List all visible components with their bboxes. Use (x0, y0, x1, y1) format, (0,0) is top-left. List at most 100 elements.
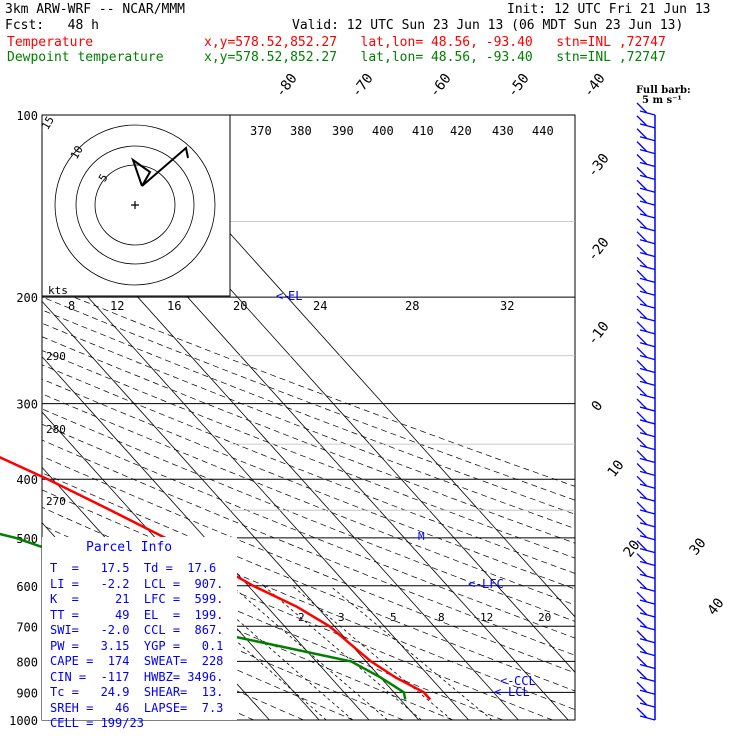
wind-barb (636, 591, 656, 605)
wind-barb (636, 398, 656, 412)
mixing-ratio-label: 20 (538, 611, 551, 624)
wind-barb (636, 269, 656, 283)
wind-barb (636, 565, 656, 580)
theta-label: 410 (412, 124, 434, 138)
temp-axis-label: -60 (427, 71, 455, 101)
wind-barb (636, 450, 656, 464)
valid-time: Valid: 12 UTC Sun 23 Jun 13 (06 MDT Sun … (292, 18, 684, 33)
hodograph-ring-label: 15 (39, 114, 57, 132)
mixing-ratio-label: 8 (438, 611, 445, 624)
dry-adiabat (42, 439, 575, 656)
wind-barb (636, 244, 656, 258)
temp-axis-label: -50 (505, 71, 533, 101)
parcel-info-row: CAPE = 174 SWEAT= 228 (50, 654, 224, 668)
theta-left-label: 290 (46, 350, 66, 363)
ccl-label: CCL (514, 674, 536, 688)
wind-barb (636, 707, 656, 721)
pressure-label: 300 (16, 398, 38, 412)
forecast-hour: Fcst: 48 h (5, 18, 99, 33)
theta-left-label: 280 (46, 423, 66, 436)
wind-barb (636, 231, 656, 245)
wind-barb (636, 282, 656, 296)
parcel-info-row: Tc = 24.9 SHEAR= 13. (50, 685, 224, 699)
temp-axis-label: -70 (349, 71, 377, 101)
dry-adiabat (42, 378, 575, 590)
wind-barb (636, 334, 656, 348)
temp-axis-label: -40 (581, 71, 609, 101)
wind-barb (636, 501, 656, 515)
theta-label: 390 (332, 124, 354, 138)
hodograph-ring-label: 10 (68, 143, 86, 161)
mixing-ratio-label: 3 (338, 611, 345, 624)
lcl-label: LCL (508, 685, 530, 699)
wind-barb (636, 553, 656, 567)
location-temperature: x,y=578.52,852.27 lat,lon= 48.56, -93.40… (204, 35, 666, 50)
el-marker: <- (276, 289, 290, 303)
dry-adiabat (42, 296, 575, 501)
parcel-info-row: TT = 49 EL = 199. (50, 607, 224, 622)
parcel-info-box (42, 537, 237, 720)
wind-barb (636, 308, 656, 322)
wind-barb (636, 656, 656, 670)
wind-barb (636, 372, 656, 386)
pressure-label: 800 (16, 655, 38, 669)
pressure-label: 400 (16, 473, 38, 487)
temp-axis-label: -20 (585, 235, 613, 265)
parcel-info-row: SWI= -2.0 CCL = 867. (50, 623, 224, 637)
wind-barb (636, 192, 656, 206)
isotherm (42, 245, 469, 720)
wind-barb (636, 604, 656, 618)
inset-axis-label: 24 (313, 299, 327, 313)
hodograph-trace (131, 146, 189, 187)
wind-barb (636, 488, 656, 502)
parcel-info-row: PW = 3.15 YGP = 0.1 (50, 638, 224, 653)
pressure-label: 900 (16, 686, 38, 700)
wind-barb (636, 681, 656, 695)
wind-barb (636, 694, 656, 708)
pressure-label: 700 (16, 620, 38, 634)
wind-barb (636, 115, 656, 129)
wind-barb (636, 295, 656, 309)
dewpoint-curve (0, 532, 407, 700)
parcel-info-panel: Parcel Info T = 17.5 Td = 17.6 LI = -2.2 … (50, 539, 223, 732)
temp-axis-label: -30 (585, 151, 613, 181)
theta-label: 380 (290, 124, 312, 138)
dewpoint-line (0, 532, 407, 700)
pressure-label: 100 (16, 109, 38, 123)
wind-barb (636, 437, 656, 451)
wind-barb (636, 578, 656, 592)
full-barb-unit: 5 m s⁻¹ (642, 95, 682, 106)
wind-barb (636, 411, 656, 425)
wind-barb (636, 462, 656, 477)
wind-barb (636, 205, 656, 219)
wind-barb (636, 141, 656, 155)
parcel-info-row: SREH = 46 LAPSE= 7.3 (50, 700, 224, 715)
m-marker: M (418, 530, 425, 543)
wind-barb (636, 527, 656, 541)
temperature-curve (0, 455, 432, 701)
parcel-info-row: K = 21 LFC = 599. (50, 592, 224, 606)
inset-axis-label: 32 (500, 299, 514, 313)
wind-barb (636, 102, 656, 116)
inset-axis-label: 28 (405, 299, 419, 313)
temp-axis-label: -80 (273, 71, 301, 101)
ccl-marker: <- (500, 674, 514, 688)
isotherm (42, 300, 420, 720)
parcel-info-row: CELL = 199/23 (50, 716, 144, 730)
inset-axis-label: 16 (167, 299, 181, 313)
temp-axis-label: 30 (687, 535, 710, 558)
dry-adiabat (42, 364, 575, 574)
wind-barb (636, 617, 656, 631)
pressure-label: 600 (16, 580, 38, 594)
hodograph: 5 10 15 kts (39, 114, 231, 297)
temp-axis-label: 0 (589, 398, 607, 414)
wind-barb (636, 347, 656, 361)
lcl-marker: <- (494, 685, 508, 699)
el-label: EL (288, 289, 302, 303)
wind-barb (636, 630, 656, 644)
wind-barb (636, 540, 656, 554)
inset-axis-label: 20 (233, 299, 247, 313)
theta-label: 400 (372, 124, 394, 138)
dewpoint-legend: Dewpoint temperature (7, 50, 164, 65)
hodograph-units: kts (48, 284, 68, 297)
